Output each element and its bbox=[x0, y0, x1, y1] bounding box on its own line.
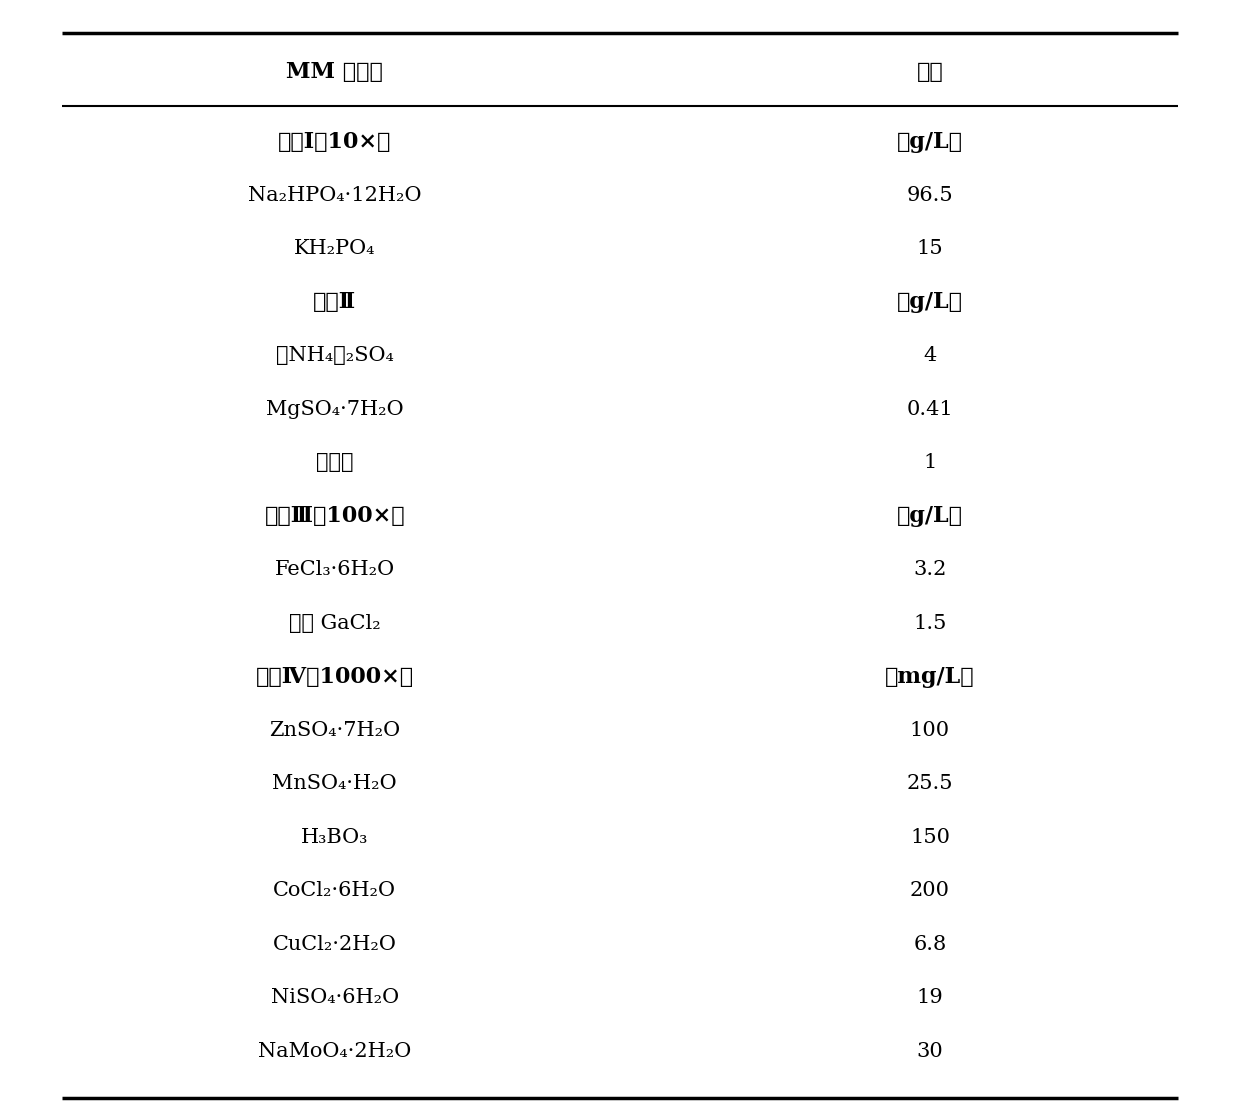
Text: 0.41: 0.41 bbox=[906, 399, 954, 419]
Text: 4: 4 bbox=[924, 346, 936, 366]
Text: 150: 150 bbox=[910, 827, 950, 847]
Text: 25.5: 25.5 bbox=[906, 774, 954, 794]
Text: 200: 200 bbox=[910, 881, 950, 901]
Text: MgSO₄·7H₂O: MgSO₄·7H₂O bbox=[267, 399, 403, 419]
Text: 浓度: 浓度 bbox=[916, 61, 944, 84]
Text: H₃BO₃: H₃BO₃ bbox=[301, 827, 368, 847]
Text: （g/L）: （g/L） bbox=[897, 130, 963, 153]
Text: （mg/L）: （mg/L） bbox=[885, 666, 975, 688]
Text: KH₂PO₄: KH₂PO₄ bbox=[294, 239, 376, 259]
Text: 组分Ⅲ（100×）: 组分Ⅲ（100×） bbox=[264, 505, 405, 527]
Text: 组分Ⅱ: 组分Ⅱ bbox=[314, 291, 356, 313]
Text: （g/L）: （g/L） bbox=[897, 291, 963, 313]
Text: 19: 19 bbox=[916, 988, 944, 1008]
Text: MnSO₄·H₂O: MnSO₄·H₂O bbox=[273, 774, 397, 794]
Text: 15: 15 bbox=[916, 239, 944, 259]
Text: 酵母粉: 酵母粉 bbox=[316, 453, 353, 473]
Text: 1.5: 1.5 bbox=[914, 613, 946, 633]
Text: 1: 1 bbox=[924, 453, 936, 473]
Text: FeCl₃·6H₂O: FeCl₃·6H₂O bbox=[275, 560, 394, 580]
Text: （g/L）: （g/L） bbox=[897, 505, 963, 527]
Text: Na₂HPO₄·12H₂O: Na₂HPO₄·12H₂O bbox=[248, 185, 422, 205]
Text: 100: 100 bbox=[910, 720, 950, 740]
Text: 30: 30 bbox=[916, 1041, 944, 1061]
Text: 96.5: 96.5 bbox=[906, 185, 954, 205]
Text: ZnSO₄·7H₂O: ZnSO₄·7H₂O bbox=[269, 720, 401, 740]
Text: （NH₄）₂SO₄: （NH₄）₂SO₄ bbox=[275, 346, 394, 366]
Text: CoCl₂·6H₂O: CoCl₂·6H₂O bbox=[273, 881, 397, 901]
Text: 6.8: 6.8 bbox=[914, 934, 946, 954]
Text: CuCl₂·2H₂O: CuCl₂·2H₂O bbox=[273, 934, 397, 954]
Text: 3.2: 3.2 bbox=[914, 560, 946, 580]
Text: 无水 GaCl₂: 无水 GaCl₂ bbox=[289, 613, 381, 633]
Text: NiSO₄·6H₂O: NiSO₄·6H₂O bbox=[270, 988, 399, 1008]
Text: 组分Ⅳ（1000×）: 组分Ⅳ（1000×） bbox=[255, 666, 414, 688]
Text: 组分Ⅰ（10×）: 组分Ⅰ（10×） bbox=[278, 130, 392, 153]
Text: NaMoO₄·2H₂O: NaMoO₄·2H₂O bbox=[258, 1041, 412, 1061]
Text: MM 培养基: MM 培养基 bbox=[286, 61, 383, 84]
